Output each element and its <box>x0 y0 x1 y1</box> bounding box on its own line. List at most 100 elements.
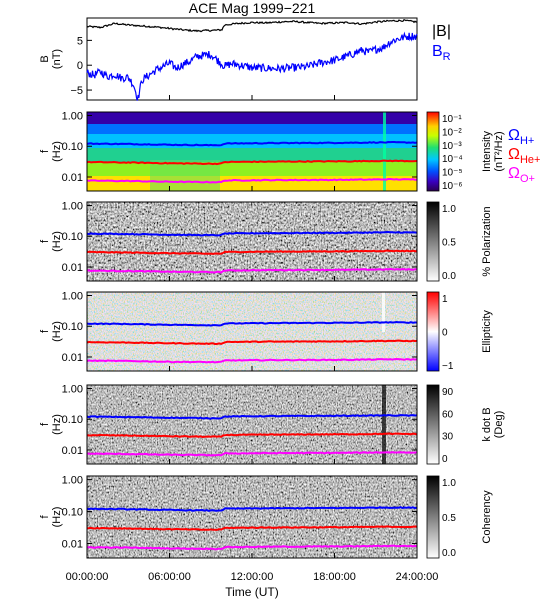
spectrogram-noise <box>87 202 417 281</box>
label-line: f <box>39 239 51 243</box>
gyrofrequency-lines <box>86 413 418 457</box>
gyrofrequency-lines <box>86 506 418 551</box>
y-axis-label: B(nT) <box>39 49 63 69</box>
y-tick-label: 1.00 <box>62 475 83 487</box>
y-tick-label: 0.10 <box>62 141 83 153</box>
gyrofrequency-line-O <box>86 267 418 274</box>
gyrofrequency-legend: ΩH+ΩHe+ΩO+ <box>508 127 540 185</box>
colorbar <box>426 475 440 559</box>
colorbar-tick-label: 0.0 <box>442 271 456 282</box>
spectrogram-noise <box>87 385 417 464</box>
y-axis-label: f(Hz) <box>39 231 63 252</box>
spectrogram-spike <box>382 385 386 464</box>
spectrogram-quiet-interval <box>150 160 220 191</box>
y-tick-label: 0.01 <box>62 262 83 274</box>
colorbar-tick-label: 60 <box>442 409 454 420</box>
label-line: f <box>39 422 51 426</box>
label-line: f <box>39 329 51 333</box>
colorbar-tick-label: −1 <box>442 361 454 372</box>
gyrofrequency-line-O <box>86 178 418 184</box>
spectrogram-noise <box>87 292 417 371</box>
y-tick-label: 1.00 <box>62 291 83 303</box>
y-axis-label: f(Hz) <box>39 141 63 162</box>
y-tick-label: 1.00 <box>62 384 83 396</box>
br-series-line <box>86 31 418 101</box>
x-tick-label: 06:00:00 <box>148 571 191 583</box>
label-line: (Hz) <box>51 231 63 252</box>
y-tick-label: 0.10 <box>62 231 83 243</box>
y-axis-ticks: 1.00 0.10 0.01 <box>62 111 417 184</box>
gyro-legend-symbol: Ω <box>508 127 520 144</box>
legend-br-main: B <box>432 43 443 60</box>
gyrofrequency-line-O <box>86 357 418 364</box>
label-line: (Hz) <box>51 507 63 528</box>
gyrofrequency-line-H <box>86 506 418 512</box>
y-tick-label: 1.00 <box>62 111 83 123</box>
colorbar-tick-label: 0.0 <box>442 548 456 559</box>
colorbar-tick-label: 0.5 <box>442 238 456 249</box>
gyro-legend-symbol: Ω <box>508 146 520 163</box>
colorbar-label: Intensity(nT²/Hz) <box>481 131 505 172</box>
gyrofrequency-line-O <box>86 451 418 457</box>
gyrofrequency-lines <box>86 320 418 364</box>
gyro-legend-subscript: He+ <box>520 154 541 166</box>
gyrofrequency-line-He <box>86 525 418 531</box>
gyro-legend-subscript: O+ <box>520 173 535 185</box>
absb-series-line <box>86 18 418 33</box>
y-axis-ticks: 1.00 0.10 0.01 <box>62 201 417 274</box>
panel-coherency: 1.00 0.10 0.01 f(Hz) 1.0 0.5 0.0 Coherency <box>39 475 493 559</box>
gyro-legend-subscript: H+ <box>520 135 534 147</box>
gyrofrequency-line-H <box>86 140 418 147</box>
spectrogram-band-4 <box>87 148 417 162</box>
y-axis-label: f(Hz) <box>39 507 63 528</box>
y-tick-label: 0.10 <box>62 507 83 519</box>
gyrofrequency-line-H <box>86 230 418 237</box>
spectrogram-spike <box>382 292 385 332</box>
gyrofrequency-lines <box>86 230 418 274</box>
colorbar-label: % Polarization <box>481 206 493 276</box>
colorbar <box>426 384 440 465</box>
gyro-legend-H: ΩH+ <box>508 127 534 147</box>
gyro-legend-O: ΩO+ <box>508 165 535 185</box>
colorbar-label: Ellipticity <box>481 310 493 353</box>
colorbar-label: k dot B(Deg) <box>481 407 505 441</box>
label-line: k dot B <box>481 407 493 441</box>
colorbar-tick-label: 90 <box>442 387 454 398</box>
label-line: % Polarization <box>481 206 493 276</box>
colorbar <box>426 201 440 282</box>
y-tick-label: 5 <box>77 35 83 47</box>
gyrofrequency-line-He <box>86 159 418 166</box>
x-tick-label: 12:00:00 <box>231 571 274 583</box>
colorbar-ticks: 1.0 0.5 0.0 <box>442 478 456 559</box>
gyrofrequency-line-O <box>87 544 418 551</box>
figure-title: ACE Mag 1999−221 <box>189 0 316 16</box>
spectrogram-band-2 <box>87 124 417 134</box>
panel-polarization: 1.00 0.10 0.01 f(Hz) 1.0 0.5 0.0 % Polarizat… <box>39 201 493 282</box>
colorbar-tick-label: 0.5 <box>442 513 456 524</box>
y-axis-label: f(Hz) <box>39 414 63 435</box>
colorbar-tick-label: 0 <box>442 454 448 465</box>
colorbar-tick-label: 1 <box>442 294 448 305</box>
legend-br: BR <box>432 43 451 63</box>
label-line: f <box>39 515 51 519</box>
gyrofrequency-line-He <box>86 249 418 255</box>
panel-magnetic-field: 50−5 B(nT) |B| BR <box>39 17 451 101</box>
y-tick-label: −5 <box>70 85 83 97</box>
y-tick-label: 0.10 <box>62 321 83 333</box>
y-axis-ticks: 1.00 0.10 0.01 <box>62 384 417 457</box>
colorbar-tick-label: 10⁻¹ <box>442 114 462 125</box>
colorbar-tick-label: 10⁻⁵ <box>442 168 463 179</box>
label-line: Coherency <box>481 490 493 544</box>
gyrofrequency-line-H <box>86 320 417 327</box>
spectrogram-spike <box>383 112 386 191</box>
colorbar-tick-label: 1.0 <box>442 204 456 215</box>
y-tick-label: 0.01 <box>62 445 83 457</box>
y-tick-label: 0.01 <box>62 172 83 184</box>
colorbar-ticks: 1.0 0.5 0.0 <box>442 204 456 282</box>
label-line: (Deg) <box>493 411 505 439</box>
label-line: (Hz) <box>51 414 63 435</box>
y-tick-label: 0 <box>77 60 83 72</box>
colorbar-tick-label: 1.0 <box>442 478 456 489</box>
legend-br-subscript: R <box>443 51 451 63</box>
